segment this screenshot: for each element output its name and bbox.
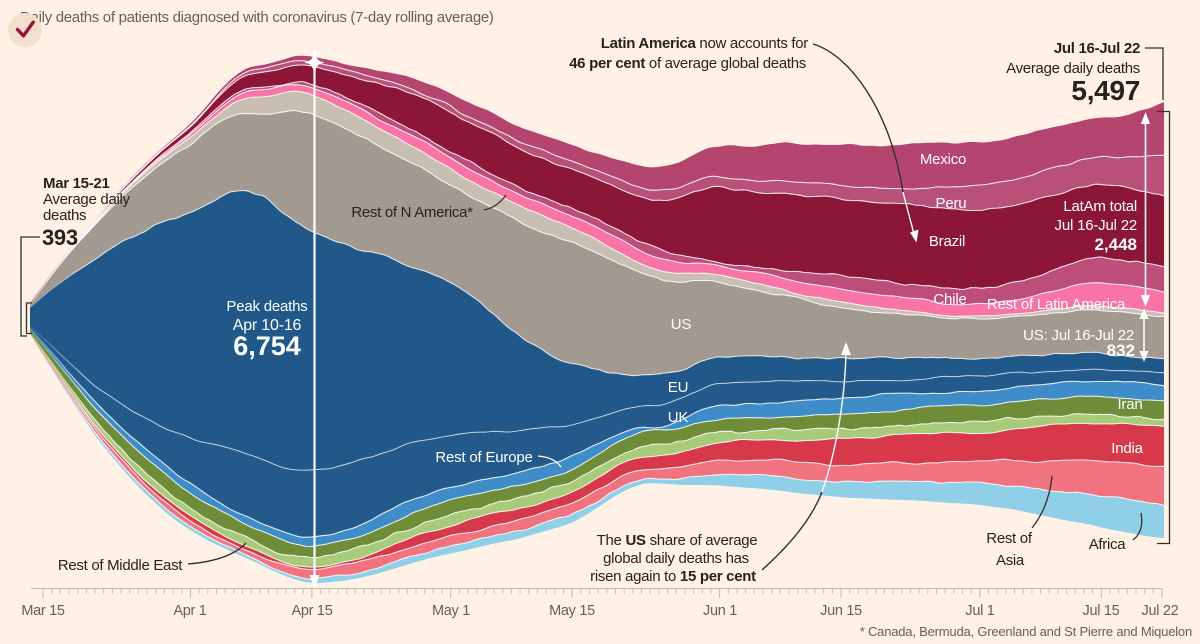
- svg-text:Latin America now accounts for: Latin America now accounts for: [601, 35, 809, 52]
- svg-text:Rest of N America*: Rest of N America*: [351, 204, 473, 221]
- svg-text:May 15: May 15: [549, 603, 595, 619]
- svg-text:Daily deaths of patients diagn: Daily deaths of patients diagnosed with …: [20, 9, 494, 26]
- svg-text:May 1: May 1: [432, 603, 470, 619]
- svg-text:The US share of average: The US share of average: [597, 532, 758, 549]
- svg-text:risen again to 15 per cent: risen again to 15 per cent: [590, 568, 756, 585]
- svg-text:Chile: Chile: [933, 291, 966, 308]
- svg-text:Peak deaths: Peak deaths: [226, 298, 307, 315]
- svg-text:Average daily: Average daily: [43, 191, 131, 208]
- svg-text:6,754: 6,754: [233, 331, 301, 361]
- svg-text:Mexico: Mexico: [920, 151, 966, 168]
- svg-text:UK: UK: [668, 409, 689, 426]
- svg-text:Jun 15: Jun 15: [820, 603, 862, 619]
- svg-text:Asia: Asia: [996, 552, 1025, 569]
- svg-text:2,448: 2,448: [1094, 235, 1137, 254]
- svg-text:deaths: deaths: [43, 207, 86, 224]
- svg-text:Peru: Peru: [936, 195, 967, 212]
- svg-text:India: India: [1111, 440, 1143, 457]
- svg-text:US: US: [671, 316, 692, 333]
- svg-text:global daily deaths has: global daily deaths has: [603, 550, 749, 567]
- svg-text:Brazil: Brazil: [929, 233, 965, 250]
- svg-text:EU: EU: [668, 379, 688, 396]
- svg-text:* Canada, Bermuda, Greenland a: * Canada, Bermuda, Greenland and St Pier…: [860, 624, 1192, 639]
- svg-text:LatAm total: LatAm total: [1063, 198, 1137, 215]
- svg-text:Rest of Latin America: Rest of Latin America: [987, 296, 1126, 313]
- svg-text:Jul 1: Jul 1: [965, 603, 994, 619]
- svg-text:Rest of: Rest of: [986, 530, 1033, 547]
- svg-text:5,497: 5,497: [1071, 75, 1140, 106]
- svg-text:Rest of Middle East: Rest of Middle East: [58, 557, 183, 574]
- svg-text:Apr 1: Apr 1: [173, 603, 206, 619]
- svg-text:Rest of Europe: Rest of Europe: [435, 449, 532, 466]
- svg-text:Average daily deaths: Average daily deaths: [1006, 60, 1140, 77]
- svg-text:Jul 16-Jul 22: Jul 16-Jul 22: [1055, 217, 1137, 234]
- svg-text:Africa: Africa: [1089, 536, 1127, 553]
- svg-text:Jul 15: Jul 15: [1083, 603, 1120, 619]
- svg-text:832: 832: [1107, 341, 1135, 360]
- svg-text:Jul 22: Jul 22: [1142, 603, 1179, 619]
- svg-text:Mar 15: Mar 15: [21, 603, 65, 619]
- svg-text:Jul 16-Jul 22: Jul 16-Jul 22: [1054, 40, 1140, 57]
- svg-text:Iran: Iran: [1117, 396, 1142, 413]
- svg-text:46 per cent of average global: 46 per cent of average global deaths: [569, 55, 806, 72]
- svg-text:393: 393: [42, 225, 78, 250]
- svg-text:US: Jul 16-Jul 22: US: Jul 16-Jul 22: [1023, 327, 1134, 344]
- svg-text:Mar 15-21: Mar 15-21: [43, 175, 110, 192]
- svg-text:Jun 1: Jun 1: [703, 603, 737, 619]
- svg-text:Apr 15: Apr 15: [292, 603, 333, 619]
- svg-text:Apr 10-16: Apr 10-16: [233, 317, 302, 334]
